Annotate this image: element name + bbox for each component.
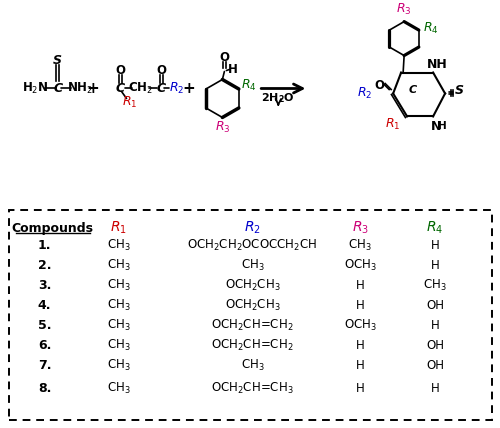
Text: OH: OH [426,299,444,312]
Text: C: C [409,86,417,95]
Text: O: O [374,79,384,92]
Text: H: H [356,299,364,312]
Text: OCH$_2$CH$_3$: OCH$_2$CH$_3$ [224,297,280,313]
Text: $R_3$: $R_3$ [214,120,230,135]
Text: $R_1$: $R_1$ [386,117,401,132]
Text: OH: OH [426,359,444,372]
Text: CH$_2$: CH$_2$ [128,81,153,96]
Text: CH$_3$: CH$_3$ [106,278,130,293]
Text: CH$_3$: CH$_3$ [106,357,130,373]
Text: OCH$_2$CH=CH$_3$: OCH$_2$CH=CH$_3$ [211,380,294,395]
Text: CH$_3$: CH$_3$ [240,357,264,373]
Text: S: S [53,54,62,67]
Text: CH$_3$: CH$_3$ [106,318,130,333]
Text: $R_3$: $R_3$ [352,220,368,237]
Text: H: H [438,122,446,131]
Text: 7.: 7. [38,359,52,372]
Text: OCH$_3$: OCH$_3$ [344,318,376,333]
Text: CH$_3$: CH$_3$ [348,238,372,253]
Text: N: N [431,120,442,133]
Text: $R_1$: $R_1$ [110,220,127,237]
Text: CH$_3$: CH$_3$ [106,238,130,253]
Text: CH$_3$: CH$_3$ [240,258,264,273]
Text: H: H [228,63,237,76]
Text: $R_1$: $R_1$ [122,95,137,110]
Text: $R_4$: $R_4$ [426,220,444,237]
Text: 3.: 3. [38,279,52,292]
Text: +: + [182,81,195,96]
Text: H: H [356,339,364,352]
Text: O: O [116,64,126,77]
Text: 2.: 2. [38,259,52,272]
Text: OCH$_3$: OCH$_3$ [344,258,376,273]
Text: C: C [116,82,125,95]
Text: O: O [220,51,230,64]
Text: 8.: 8. [38,381,52,395]
Text: $R_4$: $R_4$ [423,21,438,36]
Text: H: H [356,381,364,395]
Text: H: H [430,259,440,272]
Text: CH$_3$: CH$_3$ [106,297,130,313]
Text: Compounds: Compounds [12,222,94,235]
Text: OCH$_2$CH=CH$_2$: OCH$_2$CH=CH$_2$ [211,318,294,333]
Text: NH$_2$: NH$_2$ [66,81,92,96]
Text: OCH$_2$CH$_2$OCOCCH$_2$CH: OCH$_2$CH$_2$OCOCCH$_2$CH [187,238,318,253]
Text: 1.: 1. [38,239,52,252]
Text: H: H [356,279,364,292]
Text: $R_4$: $R_4$ [241,77,256,92]
Text: OCH$_2$CH$_3$: OCH$_2$CH$_3$ [224,278,280,293]
Text: H: H [430,381,440,395]
Text: $R_3$: $R_3$ [396,2,412,17]
Text: OH: OH [426,339,444,352]
Text: CH$_3$: CH$_3$ [423,278,447,293]
Text: $\mathbf{2H_2O}$: $\mathbf{2H_2O}$ [262,92,295,105]
Text: S: S [454,84,464,97]
Text: NH: NH [426,58,448,71]
Text: CH$_3$: CH$_3$ [106,380,130,395]
Text: 4.: 4. [38,299,52,312]
Text: H$_2$N: H$_2$N [22,81,49,96]
Text: +: + [86,81,99,96]
Text: $R_2$: $R_2$ [169,81,184,96]
Text: $R_2$: $R_2$ [244,220,261,237]
Text: 6.: 6. [38,339,52,352]
Text: C: C [157,82,166,95]
Text: CH$_3$: CH$_3$ [106,338,130,353]
Text: CH$_3$: CH$_3$ [106,258,130,273]
Text: OCH$_2$CH=CH$_2$: OCH$_2$CH=CH$_2$ [211,338,294,353]
Text: O: O [156,64,166,77]
Text: C: C [53,82,62,95]
Text: 5.: 5. [38,319,52,332]
Text: H: H [430,319,440,332]
Text: $R_2$: $R_2$ [356,86,372,101]
Text: H: H [430,239,440,252]
Text: H: H [356,359,364,372]
